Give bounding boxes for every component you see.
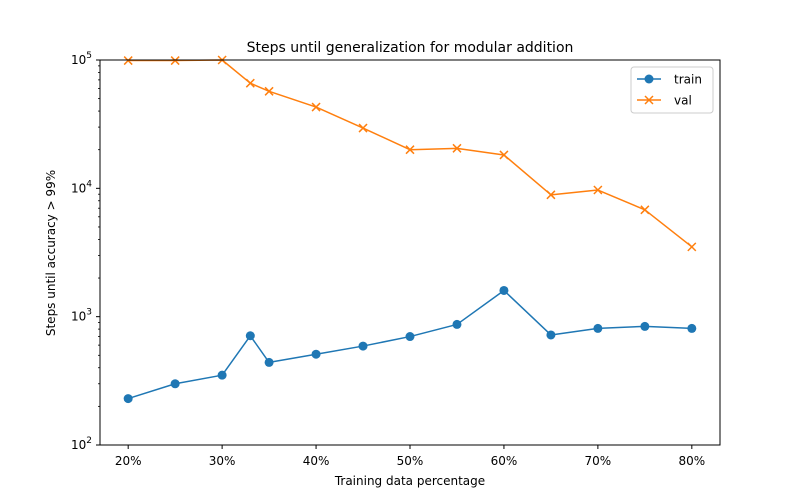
- data-point-val: [170, 56, 180, 66]
- data-point-val: [687, 242, 697, 252]
- x-tick-label: 60%: [491, 454, 518, 468]
- data-point-train: [499, 285, 509, 295]
- axes-frame: [99, 59, 721, 446]
- data-point-val: [405, 145, 415, 155]
- series-line-val: [128, 59, 693, 248]
- legend-marker-val: [644, 95, 654, 105]
- data-point-train: [170, 379, 180, 389]
- y-tick-label: 102: [71, 436, 92, 452]
- data-point-train: [452, 319, 462, 329]
- data-point-train: [405, 332, 415, 342]
- data-point-train: [687, 323, 697, 333]
- data-point-val: [358, 123, 368, 133]
- data-point-val: [245, 78, 255, 88]
- data-point-val: [264, 86, 274, 96]
- data-point-train: [640, 321, 650, 331]
- legend-label: train: [674, 73, 702, 87]
- data-point-train: [264, 357, 274, 367]
- data-point-val: [546, 190, 556, 200]
- x-tick-label: 70%: [585, 454, 612, 468]
- data-point-val: [123, 56, 133, 66]
- data-point-train: [546, 330, 556, 340]
- data-point-train: [311, 349, 321, 359]
- data-point-val: [499, 150, 509, 160]
- x-tick-label: 80%: [678, 454, 705, 468]
- y-tick-label: 105: [71, 51, 92, 67]
- data-point-train: [217, 370, 227, 380]
- data-point-val: [311, 102, 321, 112]
- x-tick-label: 20%: [115, 454, 142, 468]
- legend: train val: [630, 66, 714, 114]
- data-point-val: [593, 185, 603, 195]
- y-axis-label: Steps until accuracy > 99%: [44, 170, 58, 336]
- series-line-train: [127, 289, 692, 400]
- plot-area: [123, 55, 697, 404]
- legend-marker-train: [644, 74, 654, 84]
- y-tick-label: 104: [71, 179, 92, 195]
- data-point-val: [640, 205, 650, 215]
- y-tick-label: 103: [71, 308, 92, 324]
- data-point-train: [245, 331, 255, 341]
- data-point-train: [358, 341, 368, 351]
- chart-title: Steps until generalization for modular a…: [247, 40, 574, 56]
- x-tick-label: 50%: [397, 454, 424, 468]
- legend-label: val: [674, 94, 692, 108]
- x-tick-label: 40%: [303, 454, 330, 468]
- x-axis-label: Training data percentage: [334, 474, 485, 488]
- x-tick-label: 30%: [209, 454, 236, 468]
- data-point-train: [593, 323, 603, 333]
- data-point-val: [452, 143, 462, 153]
- data-point-train: [123, 394, 133, 404]
- axis-ticks: 20% 30% 40% 50% 60% 70% 80% 102 103 104 105: [71, 51, 705, 468]
